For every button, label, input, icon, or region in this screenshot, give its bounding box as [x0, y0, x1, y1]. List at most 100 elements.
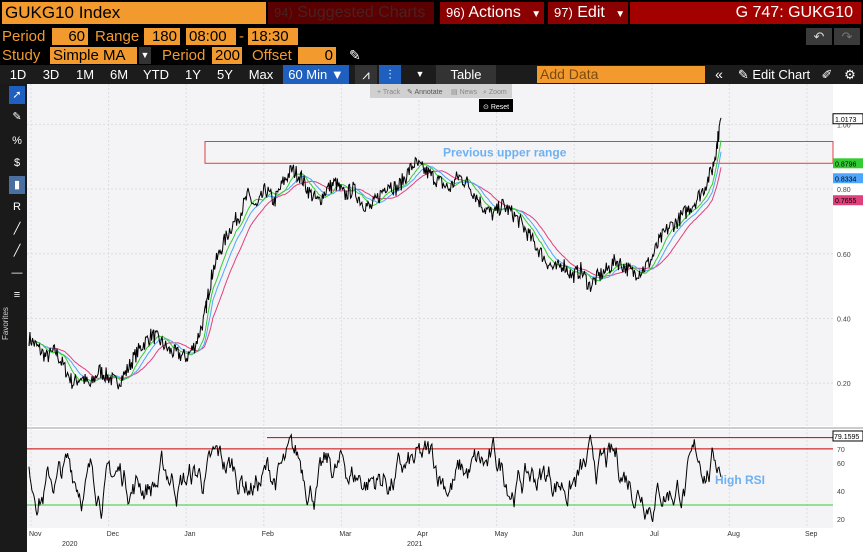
rsi-tick-label: 20 [837, 517, 845, 524]
study-field[interactable]: Simple MA [50, 47, 137, 64]
range-6m[interactable]: 6M [109, 67, 129, 82]
ticker-field[interactable]: GUKG10 Index [2, 2, 266, 24]
x-tick-label: Jun [572, 531, 583, 538]
actions-label: Actions [468, 4, 521, 21]
edit-chart-button[interactable]: ✎ Edit Chart [737, 67, 811, 82]
popup-zoom[interactable]: ⌕ Zoom [483, 89, 507, 96]
study-label: Study [2, 47, 41, 64]
reset-button-bg [479, 99, 513, 112]
y-tick-label: 1.00 [837, 122, 851, 129]
interval-label: 60 Min [288, 67, 328, 82]
range-1d[interactable]: 1D [9, 67, 27, 82]
chart-type-icon[interactable]: ⩘ [355, 65, 377, 84]
edit-button[interactable]: 97) Edit ▼ [548, 2, 628, 24]
x-tick-label: Feb [262, 531, 274, 538]
left-tool-strip: ➚ ✎ % $ ▮ R ╱ ╱ — ≡ Favorites [0, 84, 27, 552]
chart-area[interactable]: Previous upper range High RSI 0.20 0.40 0.… [27, 84, 863, 552]
reset-button[interactable]: ⊙ Reset [483, 104, 509, 111]
x-tick-label: Sep [805, 531, 818, 538]
last-value-label: 0.7655 [835, 198, 857, 205]
dollar-icon[interactable]: $ [13, 157, 21, 169]
period-field[interactable]: 60 [52, 28, 88, 45]
params-row-1: Period 60 Range 180 08:00 - 18:30 ↶ ↷ [0, 27, 863, 46]
price-series [28, 117, 722, 390]
edit-number: 97) [554, 5, 573, 20]
last-value-tag [832, 113, 863, 125]
moving-averages [28, 140, 722, 382]
range-3d[interactable]: 3D [42, 67, 60, 82]
pen-tool-icon[interactable]: ✎ [12, 111, 22, 123]
range-ytd[interactable]: YTD [143, 67, 169, 82]
hline-icon[interactable]: — [11, 267, 23, 279]
edit-label: Edit [577, 4, 605, 21]
popup-track[interactable]: + Track [377, 89, 401, 96]
add-data-input[interactable]: Add Data [537, 66, 705, 83]
y-tick-label: 0.80 [837, 187, 851, 194]
price-panel [27, 84, 833, 426]
y-tick-label: 0.40 [837, 316, 851, 323]
x-tick-label: Mar [339, 531, 352, 538]
suggested-charts-button[interactable]: 94) Suggested Charts [268, 2, 434, 24]
study-dropdown-icon[interactable]: ▼ [139, 47, 151, 64]
title-bar: GUKG10 Index 94) Suggested Charts 96) Ac… [0, 0, 863, 26]
chevron-down-icon: ▼ [531, 9, 542, 20]
rsi-tick-label: 60 [837, 461, 845, 468]
y-tick-label: 0.20 [837, 381, 851, 388]
ma-green-line [28, 140, 722, 382]
offset-label: Offset [252, 47, 292, 64]
interval-dropdown[interactable]: 60 Min ▼ [283, 65, 349, 84]
draw-icon[interactable]: ✐ [821, 67, 833, 82]
chart-svg[interactable]: Previous upper range High RSI 0.200.400.… [27, 84, 863, 552]
popup-news[interactable]: ▤ News [451, 89, 478, 96]
offset-field[interactable]: 0 [298, 47, 336, 64]
period-label: Period [2, 28, 46, 45]
previous-range-box[interactable] [204, 141, 834, 164]
cursor-icon[interactable]: ➚ [9, 86, 25, 104]
actions-button[interactable]: 96) Actions ▼ [440, 2, 544, 24]
range-field[interactable]: 180 [144, 28, 180, 45]
study-period-field[interactable]: 200 [212, 47, 242, 64]
rsi-tick-label: 40 [837, 489, 845, 496]
ma-blue-line [28, 151, 722, 382]
pen-icon[interactable]: ✎ [349, 47, 361, 63]
range-label: Range [95, 28, 140, 45]
y-axis-ticks: 0.20 0.40 0.60 0.80 1.00 20 40 60 70 [837, 122, 851, 524]
x-tick-label: Aug [727, 531, 740, 538]
price-gridlines [27, 84, 833, 528]
range-5y[interactable]: 5Y [217, 67, 233, 82]
chart-popup-toolbar[interactable]: + Track ✎ Annotate ▤ News ⌕ Zoom ⊙ Reset [370, 84, 513, 112]
gear-icon[interactable]: ⚙ [844, 67, 856, 82]
time-dash: - [239, 28, 244, 45]
ray-icon[interactable]: ╱ [13, 245, 21, 257]
line-tool-icon[interactable]: ╱ [13, 223, 21, 235]
r-icon[interactable]: R [13, 201, 21, 213]
last-value-tag [833, 173, 863, 184]
rsi-series [28, 433, 722, 522]
bar-type-icon[interactable]: ⫶ [379, 65, 401, 84]
x-tick-label: Jul [650, 531, 659, 538]
popup-annotate[interactable]: ✎ Annotate [407, 89, 443, 96]
chevron-down-icon[interactable]: ▼ [415, 69, 425, 79]
fib-icon[interactable]: ≡ [13, 289, 21, 301]
chevron-down-icon: ▼ [615, 9, 626, 20]
y-tick-label: 0.60 [837, 252, 851, 259]
redo-icon[interactable]: ↷ [834, 28, 860, 45]
x-tick-label: Apr [417, 531, 429, 538]
high-rsi-label: High RSI [715, 473, 765, 487]
range-max[interactable]: Max [248, 67, 274, 82]
time-from-field[interactable]: 08:00 [186, 28, 236, 45]
x-tick-label: May [495, 531, 509, 538]
undo-icon[interactable]: ↶ [806, 28, 832, 45]
time-to-field[interactable]: 18:30 [248, 28, 298, 45]
range-1y[interactable]: 1Y [185, 67, 201, 82]
bar-icon[interactable]: ▮ [9, 176, 25, 194]
rsi-last-label: 79.1595 [834, 434, 859, 441]
actions-number: 96) [446, 5, 465, 20]
percent-icon[interactable]: % [12, 135, 22, 147]
year-label: 2021 [407, 541, 423, 548]
table-button[interactable]: Table [436, 65, 496, 84]
last-value-tag [833, 195, 863, 206]
rsi-tick-label: 70 [837, 447, 845, 454]
collapse-icon[interactable]: « [715, 66, 723, 82]
range-1m[interactable]: 1M [75, 67, 95, 82]
